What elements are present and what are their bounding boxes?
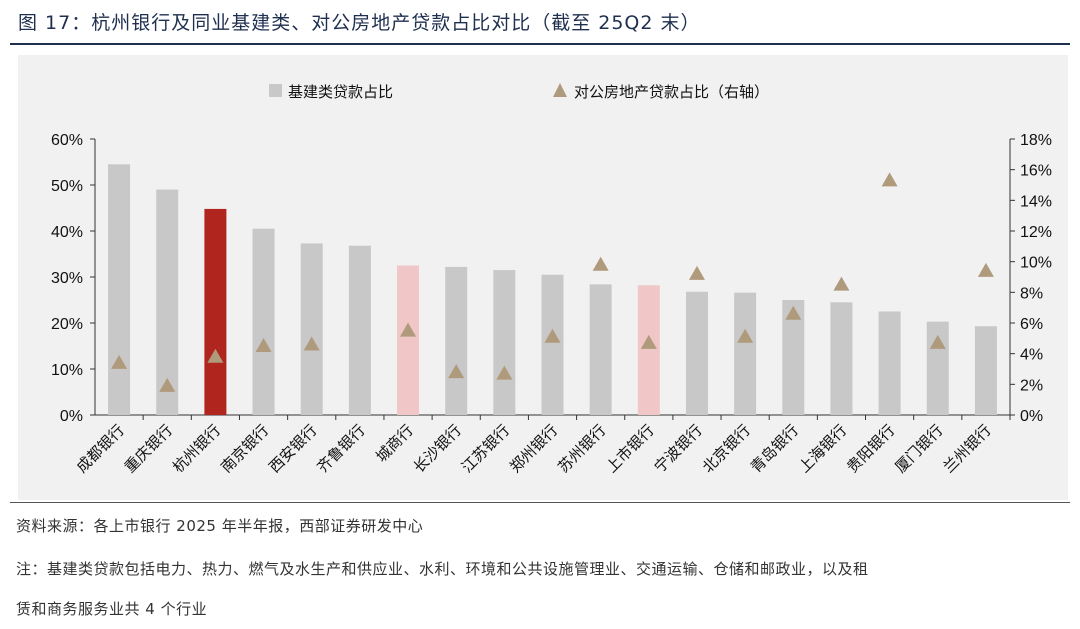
bar [108,164,131,415]
x-tick-label: 青岛银行 [747,421,802,476]
triangle-marker [592,256,609,271]
bar [445,266,468,415]
bar [156,189,179,415]
triangle-marker [688,265,705,280]
bar [252,228,275,415]
triangle-marker [255,338,272,352]
y-right-tick-label: 14% [1020,193,1052,210]
x-tick-label: 杭州银行 [169,421,224,476]
triangle-marker [448,364,465,379]
x-tick-label: 北京银行 [699,421,754,476]
bar [685,291,708,415]
bar [493,270,516,415]
title-divider [10,43,1070,45]
triangle-marker [111,354,128,369]
y-right-tick-label: 6% [1020,316,1043,333]
triangle-marker [496,365,513,380]
bar [204,208,227,415]
y-left-tick-label: 30% [51,270,83,287]
triangle-marker [544,328,561,343]
x-tick-label: 成都银行 [73,421,128,476]
bar [734,292,757,415]
footnote-line-2: 赁和商务服务业共 4 个行业 [16,600,208,618]
x-tick-label: 重庆银行 [121,421,176,476]
bar [300,243,323,415]
x-tick-label: 城商行 [372,421,417,466]
triangle-marker [207,348,224,363]
bar [589,284,612,415]
bar [782,300,805,415]
x-tick-label: 贵阳银行 [843,421,898,476]
y-right-tick-label: 0% [1020,408,1043,425]
y-left-tick-label: 10% [51,362,83,379]
x-tick-label: 兰州银行 [940,421,995,476]
y-right-tick-label: 18% [1020,132,1052,149]
bar [830,302,853,415]
y-right-tick-label: 16% [1020,163,1052,180]
x-tick-label: 江苏银行 [458,421,513,476]
y-right-tick-label: 8% [1020,285,1043,302]
x-tick-label: 上市银行 [602,421,657,476]
page-title: 图 17：杭州银行及同业基建类、对公房地产贷款占比对比（截至 25Q2 末） [18,12,701,34]
legend-label-marker: 对公房地产贷款占比（右轴） [574,83,769,101]
x-tick-label: 郑州银行 [506,421,561,476]
y-left-tick-label: 0% [60,408,83,425]
legend-swatch-marker [553,83,567,97]
y-right-tick-label: 10% [1020,255,1052,272]
footnote-line-1: 注：基建类贷款包括电力、热力、燃气及水生产和供应业、水利、环境和公共设施管理业、… [16,560,869,578]
legend-swatch-bar [269,84,282,97]
x-tick-label: 上海银行 [795,421,850,476]
source-note: 资料来源：各上市银行 2025 年半年报，西部证券研发中心 [16,517,424,535]
x-tick-label: 宁波银行 [651,421,706,476]
bar [348,245,371,415]
x-tick-label: 厦门银行 [891,421,946,476]
y-left-tick-label: 20% [51,316,83,333]
triangle-marker [640,334,657,349]
x-tick-label: 南京银行 [217,421,272,476]
y-right-tick-label: 12% [1020,224,1052,241]
y-right-tick-label: 2% [1020,377,1043,394]
y-right-tick-label: 4% [1020,347,1043,364]
bar [974,326,997,415]
legend-label-bar: 基建类贷款占比 [288,83,393,101]
y-left-tick-label: 50% [51,178,83,195]
x-tick-label: 齐鲁银行 [314,421,369,476]
bar [878,311,901,415]
x-tick-label: 西安银行 [265,421,320,476]
x-tick-label: 长沙银行 [410,421,465,476]
triangle-marker [881,172,898,187]
triangle-marker [785,305,802,320]
triangle-marker [833,276,850,291]
x-tick-label: 苏州银行 [554,421,609,476]
triangle-marker [303,336,320,351]
y-left-tick-label: 40% [51,224,83,241]
bar [637,285,660,415]
triangle-marker [929,334,946,349]
y-left-tick-label: 60% [51,132,83,149]
triangle-marker [400,322,417,337]
footer-divider [10,502,1070,503]
bar [397,265,420,415]
bar [541,274,564,415]
triangle-marker [159,377,176,392]
triangle-marker [977,262,994,277]
triangle-marker [737,328,754,343]
